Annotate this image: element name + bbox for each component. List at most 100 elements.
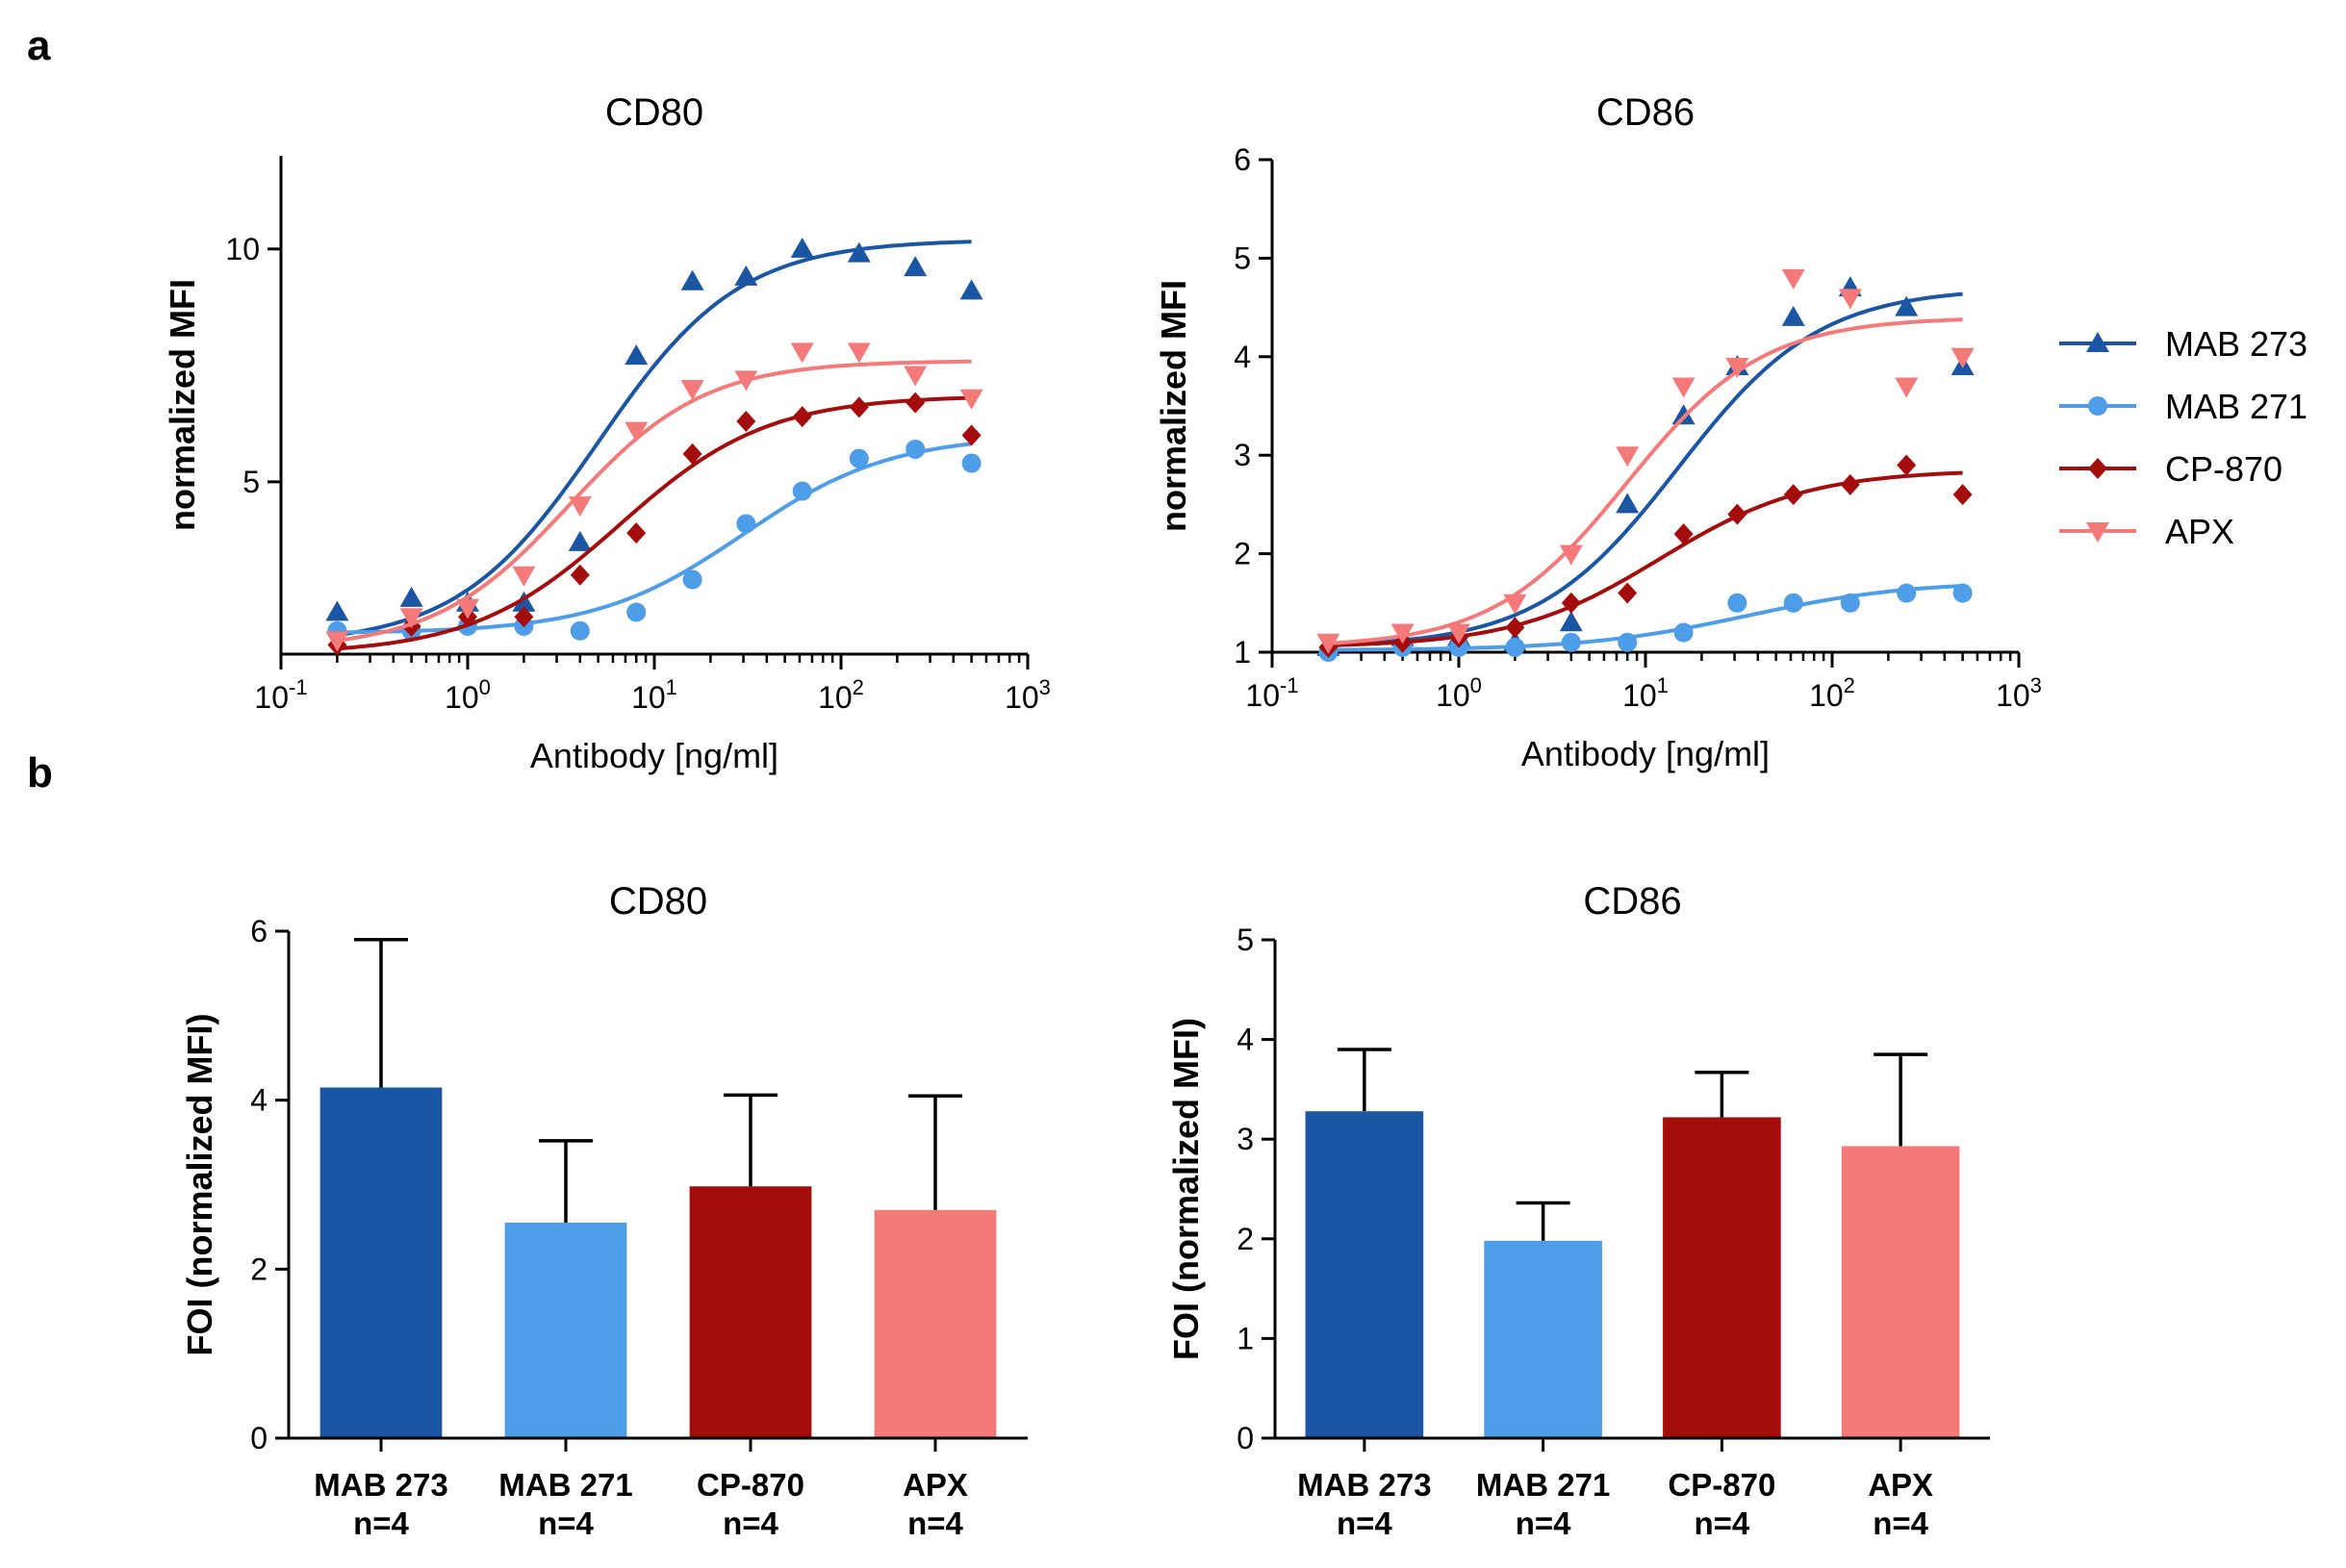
data-point-mab-271: [849, 448, 869, 468]
panel-label-a: a: [27, 22, 51, 69]
y-tick-label: 5: [242, 465, 260, 499]
legend: MAB 273 MAB 271 CP-870 APX: [2059, 324, 2308, 551]
data-point-cp-870: [1727, 503, 1747, 525]
y-tick-label: 4: [1237, 1023, 1254, 1057]
data-point-mab-271: [682, 569, 702, 590]
data-point-cp-870: [1561, 592, 1581, 614]
category-label: MAB 271: [1476, 1467, 1610, 1503]
category-label: CP-870: [1668, 1467, 1775, 1503]
data-point-mab-273: [1781, 305, 1805, 326]
data-point-mab-273: [568, 530, 592, 551]
y-tick-label: 4: [1234, 340, 1251, 374]
data-point-cp-870: [849, 396, 869, 418]
x-tick-label: 101: [631, 675, 677, 715]
x-tick-label: 102: [818, 675, 864, 715]
data-point-apx: [1838, 289, 1862, 310]
bar-apx: [1841, 1146, 1960, 1438]
data-point-apx: [790, 342, 814, 364]
fit-curve-cp-870: [1328, 470, 1963, 647]
data-point-cp-870: [1783, 484, 1803, 506]
x-tick-label: 10-1: [254, 675, 307, 715]
data-point-cp-870: [514, 606, 534, 628]
data-point-mab-273: [904, 256, 928, 277]
x-axis-label: Antibody [ng/ml]: [1521, 734, 1770, 773]
data-point-mab-273: [959, 279, 983, 300]
category-label: APX: [1868, 1467, 1933, 1503]
data-point-mab-271: [1673, 622, 1694, 643]
legend-marker-mab-271: [2088, 396, 2107, 416]
data-point-cp-870: [1618, 582, 1638, 604]
chart-cd80-dose-response: CD80 10-1 100 101 102 103 5 10 Antibody [ng/ml] n…: [163, 91, 1051, 775]
data-point-mab-273: [325, 600, 349, 621]
fit-curve-apx: [337, 359, 972, 643]
data-point-mab-271: [961, 453, 982, 473]
category-n-label: n=4: [1516, 1505, 1571, 1541]
y-axis-label: FOI (normalized MFI): [180, 1014, 219, 1356]
data-point-apx: [625, 421, 649, 443]
y-tick-label: 2: [1234, 537, 1251, 571]
category-n-label: n=4: [723, 1505, 778, 1541]
fit-curve-mab-271: [337, 442, 972, 635]
data-point-apx: [1316, 633, 1340, 654]
data-point-apx: [456, 598, 479, 620]
bar-mab-273: [1305, 1111, 1424, 1438]
category-n-label: n=4: [1337, 1505, 1392, 1541]
bar-cp-870: [1663, 1117, 1781, 1438]
data-point-apx: [1781, 268, 1805, 290]
panel-label-b: b: [27, 749, 53, 797]
y-tick-label: 6: [1234, 142, 1251, 177]
data-point-apx: [399, 608, 423, 629]
x-tick-label: 100: [445, 675, 491, 715]
data-point-cp-870: [1897, 454, 1917, 476]
data-point-mab-271: [626, 602, 647, 622]
y-axis-label: normalized MFI: [163, 279, 202, 531]
chart-title: CD86: [1583, 880, 1681, 923]
data-point-apx: [959, 389, 983, 410]
data-point-apx: [1951, 347, 1975, 368]
data-point-apx: [1390, 623, 1415, 645]
category-label: CP-870: [697, 1467, 804, 1503]
data-point-cp-870: [1673, 523, 1694, 545]
legend-label-mab-273: MAB 273: [2165, 324, 2308, 364]
data-point-mab-271: [1561, 632, 1581, 652]
chart-title: CD80: [609, 880, 707, 923]
data-point-mab-273: [734, 265, 758, 286]
data-point-mab-271: [736, 514, 756, 534]
legend-label-cp-870: CP-870: [2165, 449, 2282, 489]
legend-label-mab-271: MAB 271: [2165, 387, 2308, 426]
fit-curve-mab-273: [1328, 291, 1963, 647]
y-axis-label: FOI (normalized MFI): [1166, 1018, 1206, 1360]
data-point-apx: [1503, 594, 1527, 615]
y-tick-label: 0: [1237, 1421, 1254, 1455]
category-label: MAB 271: [498, 1467, 632, 1503]
data-point-cp-870: [682, 443, 702, 465]
x-tick-label: 101: [1622, 673, 1669, 713]
y-tick-label: 10: [225, 232, 260, 266]
bar-mab-273: [319, 1087, 443, 1438]
data-point-mab-271: [1618, 632, 1638, 652]
data-point-mab-271: [905, 439, 926, 459]
data-point-mab-273: [1559, 611, 1583, 632]
chart-cd86-dose-response: CD86 10-1 100 101 102 103 1 2 3 4 5 6 Antibody [ng/m…: [1154, 91, 2042, 773]
chart-title: CD80: [605, 91, 703, 134]
fit-curve-mab-271: [1328, 584, 1963, 652]
legend-marker-mab-273: [2086, 332, 2109, 352]
data-point-cp-870: [1505, 617, 1525, 639]
bar-mab-271: [1484, 1240, 1602, 1438]
bar-cp-870: [689, 1186, 812, 1438]
bar-apx: [874, 1209, 997, 1438]
data-point-mab-271: [1840, 593, 1860, 613]
data-point-mab-273: [847, 241, 871, 263]
data-point-apx: [325, 631, 349, 652]
data-point-cp-870: [1952, 484, 1973, 506]
x-tick-label: 10-1: [1245, 673, 1298, 713]
data-point-cp-870: [570, 564, 590, 586]
bar-mab-271: [504, 1223, 627, 1438]
data-point-apx: [847, 342, 871, 364]
data-point-cp-870: [626, 522, 647, 544]
legend-label-apx: APX: [2165, 512, 2234, 551]
category-label: APX: [903, 1467, 968, 1503]
